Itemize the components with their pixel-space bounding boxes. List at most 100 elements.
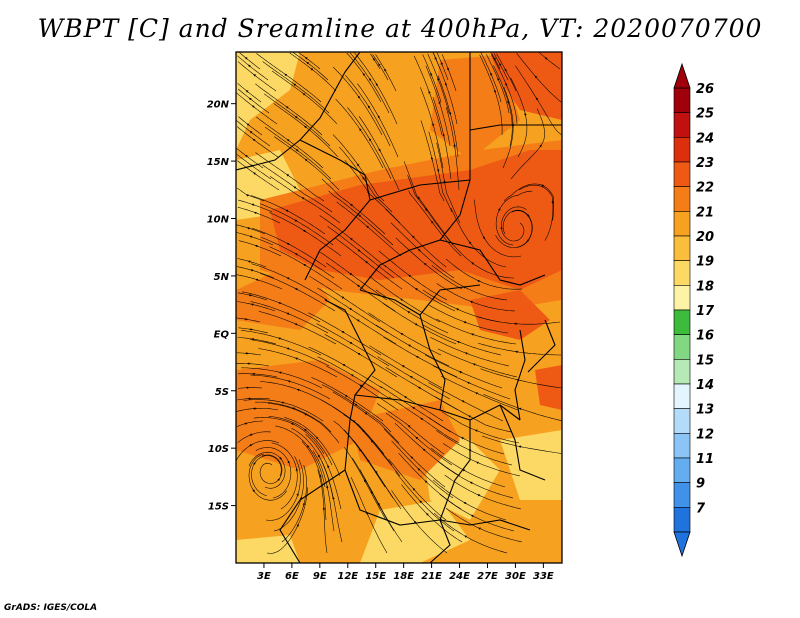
streamline xyxy=(407,175,454,246)
streamline xyxy=(445,234,515,279)
legend-swatch xyxy=(673,482,691,508)
streamline xyxy=(270,176,341,224)
streamline-arrow xyxy=(370,440,374,444)
streamline-arrow xyxy=(253,211,259,215)
streamline-arrow xyxy=(352,420,357,423)
legend-label: 16 xyxy=(696,329,714,344)
streamline-arrow xyxy=(412,487,416,492)
streamline-arrow xyxy=(350,237,354,241)
streamline-arrow xyxy=(371,490,374,495)
streamline-arrow xyxy=(349,273,354,276)
streamline-arrow xyxy=(304,57,309,60)
streamline-arrow xyxy=(400,298,404,302)
lat-tick-label: 5S xyxy=(215,387,229,398)
legend-swatch xyxy=(673,87,691,113)
streamline-arrow xyxy=(293,83,297,87)
streamline-arrow xyxy=(306,444,310,449)
streamline-arrow xyxy=(249,433,254,436)
streamline-arrow xyxy=(296,492,299,498)
streamline-arrow xyxy=(414,288,419,291)
streamline xyxy=(441,375,519,411)
border-line xyxy=(514,329,526,421)
streamline-arrow xyxy=(301,197,306,200)
streamline xyxy=(422,289,501,323)
streamline xyxy=(236,232,274,246)
streamline-arrow xyxy=(304,158,309,162)
streamline xyxy=(352,439,402,510)
streamline xyxy=(429,304,509,334)
streamline-arrow xyxy=(279,456,283,461)
streamline-arrow xyxy=(284,73,289,77)
streamline-arrow xyxy=(357,352,362,356)
streamline-arrow xyxy=(319,474,322,479)
streamline xyxy=(268,416,333,466)
streamline-arrow xyxy=(505,82,508,87)
streamline-arrow xyxy=(365,261,369,264)
border-line xyxy=(429,519,451,563)
streamline-arrow xyxy=(294,288,299,291)
streamline-arrow xyxy=(369,138,372,143)
streamline-arrow xyxy=(442,133,446,138)
streamline-arrow xyxy=(372,57,376,62)
legend-swatch xyxy=(673,433,691,459)
longitude-axis: 3E 6E 9E 12E 15E 18E 21E 24E 27E 30E 33E xyxy=(257,563,554,582)
streamline-arrow xyxy=(447,67,450,72)
streamline-arrow xyxy=(497,77,500,82)
streamline-arrow xyxy=(276,478,280,482)
border-line xyxy=(439,239,546,286)
streamline-arrow xyxy=(366,511,369,516)
streamline xyxy=(428,417,505,455)
streamline-arrow xyxy=(244,154,249,158)
streamline xyxy=(255,152,325,202)
border-line xyxy=(469,124,562,131)
streamline-arrow xyxy=(290,422,295,426)
legend-swatch xyxy=(673,186,691,212)
streamline-arrow xyxy=(412,235,416,239)
streamline-arrow xyxy=(357,249,362,253)
legend-swatch xyxy=(673,260,691,286)
streamline xyxy=(385,208,447,268)
streamline-arrow xyxy=(419,500,423,504)
streamline xyxy=(281,465,307,543)
streamline-arrow xyxy=(415,436,419,440)
streamline xyxy=(238,52,261,70)
streamline-arrow xyxy=(299,496,303,501)
streamline-arrow xyxy=(500,226,503,231)
streamline-arrow xyxy=(296,523,299,528)
streamline-arrow xyxy=(464,352,469,355)
legend-label: 13 xyxy=(696,403,714,418)
streamline xyxy=(394,471,455,532)
core-coast xyxy=(535,365,562,410)
streamline-arrow xyxy=(281,401,286,404)
streamline xyxy=(496,53,517,92)
streamline-arrow xyxy=(303,428,308,432)
streamline-arrow xyxy=(544,57,549,61)
streamline-arrow xyxy=(516,378,521,382)
streamline xyxy=(518,184,554,241)
streamline xyxy=(427,53,450,114)
streamline-arrow xyxy=(478,527,483,530)
streamline xyxy=(346,52,382,103)
streamline-arrow xyxy=(302,502,305,507)
streamline-arrow xyxy=(524,112,527,117)
streamline xyxy=(238,240,282,257)
streamline xyxy=(345,75,391,147)
streamline xyxy=(237,55,269,81)
streamline-arrow xyxy=(375,82,379,87)
streamline-arrow xyxy=(490,72,493,77)
streamline-arrow xyxy=(426,513,430,517)
streamline-arrow xyxy=(278,371,283,374)
streamline-arrow xyxy=(415,355,420,359)
lon-tick-label: 3E xyxy=(257,571,271,582)
lat-tick-label: 10N xyxy=(207,215,230,226)
streamline-arrow xyxy=(249,443,253,447)
streamline xyxy=(502,86,514,169)
streamline-arrow xyxy=(359,128,362,132)
streamline xyxy=(431,265,508,301)
temperature-field xyxy=(236,52,562,563)
streamline xyxy=(256,116,324,169)
lat-tick-label: 15N xyxy=(207,157,230,168)
streamline xyxy=(236,92,278,125)
lat-tick-label: 10S xyxy=(208,444,229,455)
streamline-arrow xyxy=(449,111,452,116)
